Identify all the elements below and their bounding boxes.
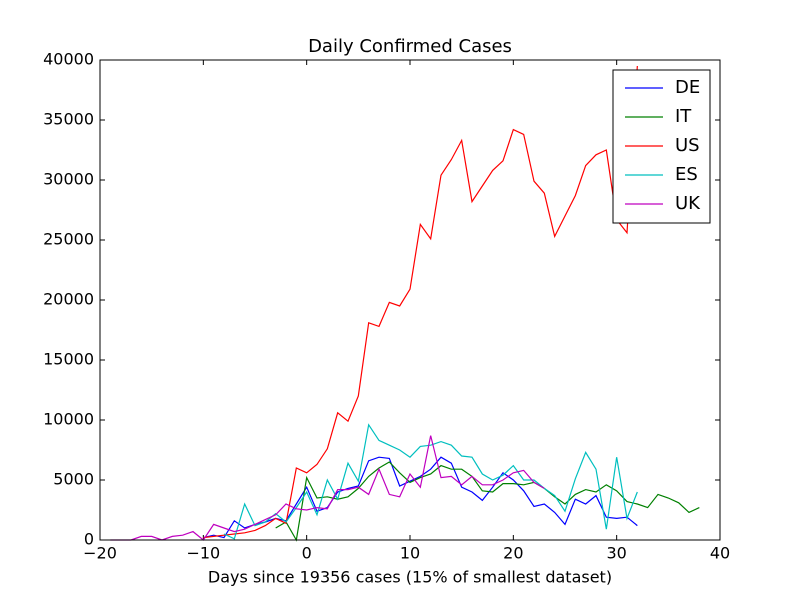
series-line <box>275 461 700 542</box>
y-tick-label: 0 <box>84 530 94 549</box>
x-tick-label: 30 <box>606 544 626 563</box>
y-tick-label: 10000 <box>43 410 94 429</box>
series-line <box>203 65 638 539</box>
x-tick-label: 10 <box>400 544 420 563</box>
legend-label: ES <box>675 164 698 185</box>
legend-label: US <box>675 135 700 156</box>
x-tick-label: 40 <box>710 544 730 563</box>
x-tick-label: −10 <box>186 544 220 563</box>
y-tick-label: 5000 <box>53 470 94 489</box>
x-tick-label: 0 <box>302 544 312 563</box>
y-tick-label: 25000 <box>43 230 94 249</box>
x-axis-label: Days since 19356 cases (15% of smallest … <box>208 568 612 587</box>
series-line <box>110 435 545 541</box>
y-tick-label: 30000 <box>43 170 94 189</box>
chart-title: Daily Confirmed Cases <box>308 36 512 57</box>
x-tick-label: −20 <box>83 544 117 563</box>
y-tick-label: 20000 <box>43 290 94 309</box>
y-tick-label: 40000 <box>43 50 94 69</box>
legend-label: DE <box>675 77 700 98</box>
x-tick-label: 20 <box>503 544 523 563</box>
legend-label: IT <box>675 106 692 127</box>
legend-label: UK <box>675 193 701 214</box>
y-tick-label: 15000 <box>43 350 94 369</box>
plot-frame <box>99 59 721 541</box>
y-tick-label: 35000 <box>43 110 94 129</box>
series-line <box>223 423 638 540</box>
